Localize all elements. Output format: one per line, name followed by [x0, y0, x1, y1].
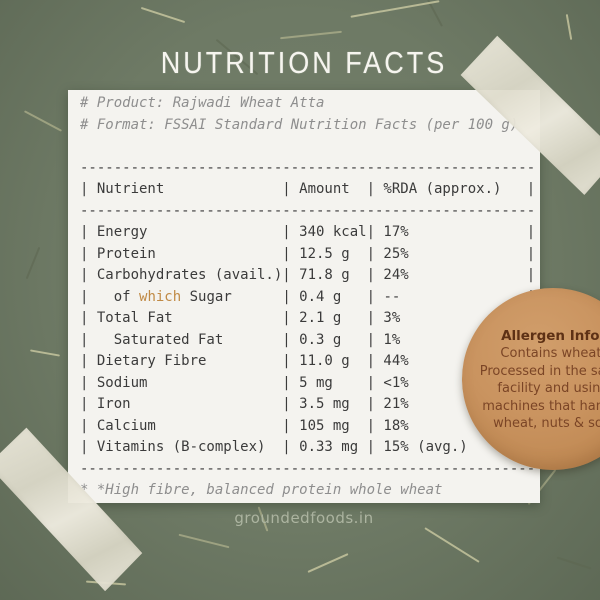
table-row: | Dietary Fibre | 11.0 g | 44% | — [80, 353, 536, 369]
table-row: | Energy | 340 kcal| 17% | — [80, 224, 536, 240]
fiber-strand — [556, 556, 592, 570]
ascii-table: ----------------------------------------… — [80, 158, 540, 481]
fiber-strand — [350, 0, 440, 18]
nutrition-card: # Product: Rajwadi Wheat Atta # Format: … — [68, 90, 540, 503]
table-row: | Total Fat | 2.1 g | 3% | — [80, 310, 536, 326]
website-url: groundedfoods.in — [234, 509, 374, 527]
allergen-heading: Allergen Info: — [501, 328, 600, 345]
table-divider: ----------------------------------------… — [80, 460, 536, 477]
table-header: | Nutrient | Amount | %RDA (approx.) | — [80, 181, 536, 197]
table-row: | Saturated Fat | 0.3 g | 1% | — [80, 331, 536, 348]
table-row: | of which Sugar | 0.4 g | -- | — [80, 288, 536, 305]
table-row: | Carbohydrates (avail.)| 71.8 g | 24% | — [80, 267, 536, 283]
page-title: NUTRITION FACTS — [160, 46, 448, 80]
fiber-strand — [307, 553, 349, 573]
product-comment: # Product: Rajwadi Wheat Atta — [80, 95, 325, 111]
fiber-strand — [427, 0, 443, 27]
table-row: | Protein | 12.5 g | 25% | — [80, 245, 536, 262]
fiber-strand — [280, 30, 342, 40]
allergen-text-block: Allergen Info: Contains wheat. Processed… — [474, 325, 600, 433]
footnote: * *High fibre, balanced protein whole wh… — [80, 482, 443, 498]
allergen-body: Contains wheat. Processed in the same fa… — [479, 346, 600, 432]
table-divider: ----------------------------------------… — [80, 159, 536, 176]
fiber-strand — [565, 14, 573, 40]
fiber-strand — [140, 6, 186, 24]
allergen-sticker: Allergen Info: Contains wheat. Processed… — [462, 288, 600, 470]
fiber-strand — [30, 349, 60, 357]
fiber-strand — [23, 110, 63, 132]
blank-line — [80, 136, 540, 158]
fiber-strand — [178, 533, 230, 549]
fiber-strand — [424, 527, 480, 563]
table-row: | Vitamins (B-complex) | 0.33 mg | 15% (… — [80, 439, 536, 455]
table-divider: ----------------------------------------… — [80, 202, 536, 219]
fiber-strand — [25, 246, 41, 280]
format-comment: # Format: FSSAI Standard Nutrition Facts… — [80, 116, 519, 133]
